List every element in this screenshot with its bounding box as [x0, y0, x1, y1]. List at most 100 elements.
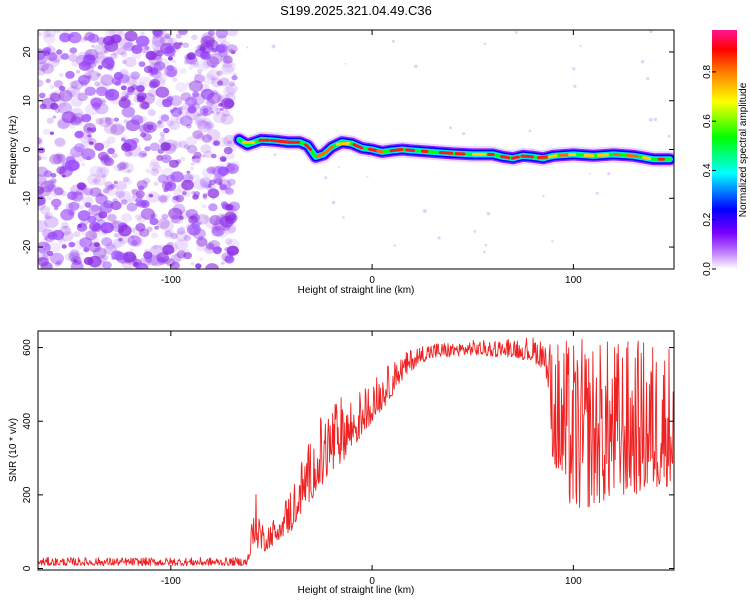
y-tick-label: 0: [22, 565, 33, 571]
colorbar-ticks: 0.0 0.2 0.4 0.6 0.8: [702, 64, 716, 276]
noise-blob: [53, 80, 63, 88]
noise-blob: [220, 40, 230, 49]
noise-blob: [207, 123, 213, 129]
noise-blob: [228, 81, 236, 87]
noise-blob: [50, 178, 57, 184]
noise-blob: [190, 213, 201, 222]
noise-blob: [62, 174, 66, 178]
noise-blob: [173, 42, 182, 50]
noise-blob: [187, 106, 197, 114]
ridge-peak: [405, 148, 415, 153]
noise-blob: [124, 30, 138, 42]
noise-blob: [173, 188, 181, 196]
noise-blob: [161, 180, 167, 185]
noise-blob: [194, 73, 199, 77]
noise-blob: [116, 47, 126, 56]
noise-blob: [192, 91, 200, 98]
noise-blob: [205, 263, 219, 269]
noise-blob: [55, 152, 64, 159]
noise-blob: [86, 70, 100, 82]
noise-blob: [149, 217, 159, 226]
noise-blob: [220, 51, 230, 60]
noise-blob: [49, 177, 58, 185]
noise-blob: [223, 224, 231, 231]
noise-blob: [81, 113, 92, 123]
snr-frame: [37, 330, 675, 571]
noise-blob: [50, 172, 57, 178]
noise-blob: [200, 41, 214, 54]
noise-blob: [71, 254, 80, 262]
noise-blob: [69, 123, 76, 129]
noise-blob: [145, 50, 157, 61]
noise-blob: [145, 168, 151, 174]
noise-blob: [61, 231, 74, 242]
noise-blob: [93, 175, 106, 186]
noise-blob: [94, 81, 101, 87]
noise-blob: [160, 142, 171, 151]
noise-blob: [219, 216, 234, 228]
noise-blob: [188, 227, 200, 236]
noise-blob: [46, 117, 54, 124]
noise-blob: [140, 31, 145, 35]
noise-speck: [449, 126, 452, 130]
noise-blob: [134, 213, 143, 221]
noise-blob: [38, 61, 49, 72]
ridge-peak: [438, 151, 454, 155]
ridge-peak: [316, 150, 329, 158]
noise-speck: [649, 117, 653, 122]
noise-blob: [193, 178, 207, 190]
noise-blob: [183, 234, 192, 242]
noise-blob: [170, 253, 182, 263]
noise-blob: [147, 109, 156, 117]
snr-xlabel: Height of straight line (km): [298, 585, 415, 596]
noise-blob: [121, 142, 132, 152]
noise-blob: [38, 195, 46, 206]
noise-speck: [271, 44, 276, 49]
noise-blob: [212, 223, 222, 231]
noise-blob: [77, 92, 88, 102]
noise-blob: [214, 172, 226, 182]
noise-blob: [193, 74, 205, 84]
noise-blob: [117, 162, 127, 171]
noise-blob: [170, 114, 179, 122]
noise-blob: [91, 223, 103, 232]
noise-blob: [225, 163, 239, 175]
noise-blob: [104, 123, 118, 135]
noise-blob: [151, 40, 165, 52]
noise-blob: [115, 225, 127, 234]
noise-blob: [136, 35, 150, 47]
noise-blob: [167, 56, 173, 61]
noise-blob: [46, 250, 54, 257]
noise-speck: [393, 244, 396, 247]
noise-blob: [186, 52, 196, 60]
noise-blob: [217, 34, 227, 43]
noise-blob: [68, 31, 82, 44]
noise-blob: [105, 117, 112, 123]
noise-blob: [227, 178, 236, 186]
noise-blob: [227, 225, 236, 233]
noise-blob: [138, 76, 152, 88]
noise-blob: [166, 64, 174, 71]
noise-blob: [138, 61, 146, 67]
noise-blob: [212, 193, 218, 199]
noise-speck: [646, 76, 650, 81]
noise-blob: [221, 109, 231, 117]
noise-blob: [74, 143, 85, 153]
noise-blob: [92, 258, 106, 269]
noise-blob: [178, 215, 184, 220]
noise-blob: [84, 103, 99, 116]
noise-blob: [84, 202, 92, 208]
snr-panel: -100 0 100 0 200 400 600 Height of straight li…: [8, 330, 675, 596]
colorbar-label: Normalized spectral amplitude: [738, 82, 749, 217]
noise-blob: [40, 180, 55, 193]
noise-blob: [140, 132, 147, 138]
noise-blob: [129, 248, 134, 252]
noise-blob: [186, 170, 191, 174]
ridge-peak: [596, 153, 610, 157]
noise-blob: [186, 81, 192, 87]
noise-blob: [40, 205, 51, 215]
noise-blob: [45, 78, 51, 84]
noise-blob: [160, 220, 175, 232]
noise-blob: [121, 213, 133, 223]
noise-blob: [98, 168, 107, 175]
